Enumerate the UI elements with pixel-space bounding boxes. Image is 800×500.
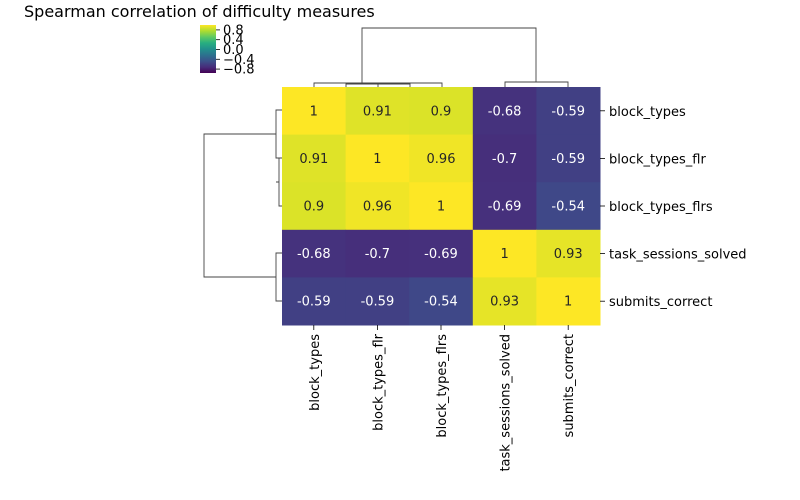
column-label: block_types_flr	[371, 333, 386, 430]
heatmap-cell	[409, 229, 474, 278]
heatmap-cell	[409, 182, 474, 231]
cell-value: 0.91	[363, 104, 392, 119]
heatmap-cell	[472, 182, 537, 231]
heatmap-cell	[536, 182, 601, 231]
chart-title: Spearman correlation of difficulty measu…	[24, 2, 375, 21]
cell-value: 1	[500, 247, 508, 262]
cell-value: 0.9	[431, 104, 452, 119]
heatmap-cell	[472, 229, 537, 278]
heatmap-cell	[282, 182, 347, 231]
cell-value: 0.9	[303, 200, 324, 215]
colorbar-tick-label: 0.8	[223, 23, 244, 38]
heatmap-cell	[409, 87, 474, 136]
cell-value: -0.69	[488, 200, 522, 215]
cell-value: 1	[373, 152, 381, 167]
row-label: task_sessions_solved	[609, 248, 747, 263]
heatmap-cell	[409, 277, 474, 326]
cell-value: -0.69	[424, 247, 458, 262]
colorbar	[200, 25, 216, 73]
heatmap-cell	[282, 277, 347, 326]
cell-value: -0.59	[551, 152, 585, 167]
heatmap-cell	[409, 134, 474, 183]
row-label: submits_correct	[609, 295, 712, 310]
cell-value: 1	[564, 295, 572, 310]
heatmap-cell	[472, 134, 537, 183]
heatmap-cell	[536, 277, 601, 326]
cell-value: 1	[310, 104, 318, 119]
row-label: block_types_flrs	[609, 200, 713, 215]
heatmap-cell	[282, 87, 347, 136]
cell-value: 0.93	[554, 247, 583, 262]
column-label: task_sessions_solved	[499, 334, 514, 472]
heatmap-cell	[536, 229, 601, 278]
colorbar-tick-label: −0.8	[223, 63, 255, 78]
heatmap-cell	[345, 182, 410, 231]
cell-value: -0.59	[297, 295, 331, 310]
column-label: block_types_flrs	[435, 334, 450, 438]
colorbar-tick-label: 0.0	[223, 43, 244, 58]
cell-value: 0.91	[299, 152, 328, 167]
column-dendrogram	[313, 27, 569, 87]
cell-value: -0.7	[492, 152, 517, 167]
cell-value: -0.68	[297, 247, 331, 262]
heatmap-cell	[472, 87, 537, 136]
heatmap-cell	[472, 277, 537, 326]
column-label: submits_correct	[562, 334, 577, 437]
row-label: block_types	[609, 105, 686, 120]
cell-value: -0.68	[488, 104, 522, 119]
colorbar-ticks: 0.80.40.0−0.4−0.8	[216, 23, 255, 78]
cell-value: -0.54	[551, 200, 585, 215]
heatmap-cell	[536, 134, 601, 183]
row-labels: block_types block_types_flr block_types_fl…	[600, 105, 747, 310]
cell-value: 1	[437, 200, 445, 215]
heatmap-cells	[282, 87, 601, 326]
heatmap-annotations: 1 0.91 0.9 -0.68 -0.59 0.91 1 0.96 -0.7 -0.59 0.9 0…	[297, 104, 585, 309]
colorbar-tick-label: 0.4	[223, 33, 244, 48]
cell-value: 0.93	[490, 295, 519, 310]
heatmap-cell	[282, 229, 347, 278]
heatmap-cell	[345, 134, 410, 183]
heatmap-cell	[345, 277, 410, 326]
colorbar-tick-label: −0.4	[223, 53, 255, 68]
cell-value: -0.59	[551, 104, 585, 119]
column-labels: block_types block_types_flr block_types_fl…	[308, 325, 577, 472]
cell-value: -0.7	[365, 247, 390, 262]
column-label: block_types	[308, 334, 323, 411]
heatmap-cell	[536, 87, 601, 136]
cell-value: -0.54	[424, 295, 458, 310]
row-dendrogram	[203, 109, 282, 302]
heatmap-cell	[282, 134, 347, 183]
row-label: block_types_flr	[609, 152, 706, 167]
heatmap-cell	[345, 87, 410, 136]
cell-value: 0.96	[363, 200, 392, 215]
cell-value: 0.96	[427, 152, 456, 167]
heatmap-cell	[345, 229, 410, 278]
dendrograms	[203, 27, 569, 302]
cell-value: -0.59	[361, 295, 395, 310]
